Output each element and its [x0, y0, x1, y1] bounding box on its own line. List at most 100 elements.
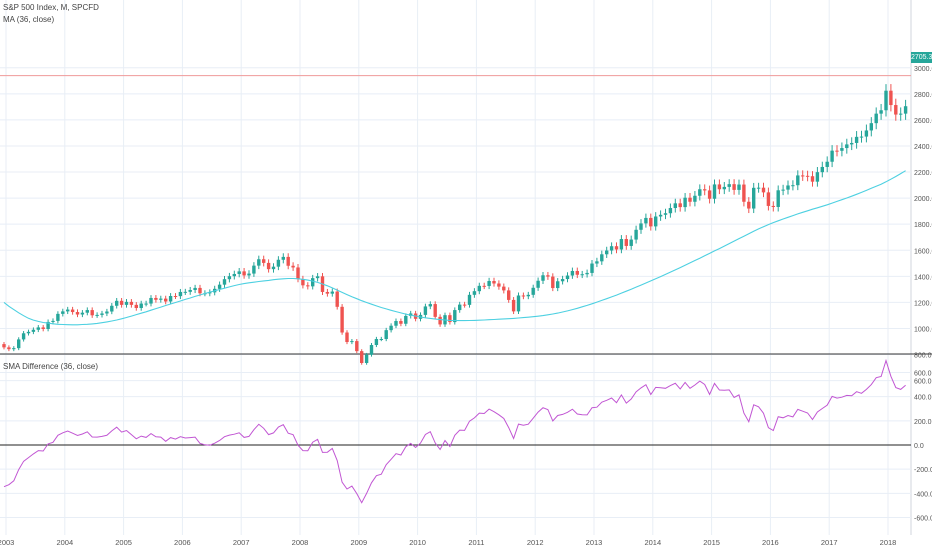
- sma-tick-label: 200.0: [914, 419, 932, 426]
- candle-body: [379, 339, 383, 341]
- candle: [198, 284, 202, 297]
- candle-body: [262, 259, 266, 263]
- candle: [560, 275, 565, 285]
- candle: [830, 145, 834, 168]
- candle-body: [693, 195, 697, 202]
- price-axis[interactable]: 3000.0 2800.0 2600.0 2400.0 2200.0 2000.0 1800…: [914, 66, 932, 386]
- sma-tick-label: -400.0: [914, 491, 932, 498]
- candle-body: [761, 187, 766, 193]
- time-tick-label: 2016: [762, 538, 779, 547]
- candle: [242, 267, 246, 279]
- candle: [394, 318, 398, 329]
- candle-body: [609, 246, 614, 251]
- candle: [756, 182, 761, 193]
- candle-body: [369, 345, 374, 355]
- candle: [482, 282, 486, 290]
- candle: [761, 182, 766, 198]
- candle-body: [291, 265, 295, 268]
- candle-body: [173, 296, 178, 298]
- candle: [502, 283, 506, 294]
- candle: [889, 84, 893, 112]
- candle-body: [281, 256, 285, 260]
- candle: [521, 292, 526, 300]
- candle-body: [663, 213, 668, 215]
- price-tick-label: 3000.0: [914, 66, 932, 73]
- candle: [12, 346, 16, 352]
- candle-body: [100, 313, 104, 315]
- candle: [129, 299, 134, 308]
- grid-lines: [0, 0, 912, 535]
- candle: [222, 275, 227, 288]
- time-tick-label: 2007: [233, 538, 250, 547]
- candle: [208, 289, 212, 297]
- candle-body: [644, 217, 648, 224]
- candle: [100, 310, 104, 318]
- candle-body: [521, 295, 526, 297]
- time-tick-label: 2009: [350, 538, 367, 547]
- candle: [379, 336, 383, 342]
- candle-body: [835, 150, 839, 152]
- candle-body: [222, 279, 227, 285]
- candle: [7, 345, 11, 352]
- candle: [477, 282, 481, 295]
- candle: [649, 213, 653, 231]
- candle: [590, 260, 594, 277]
- candle-body: [26, 331, 31, 334]
- candle: [546, 271, 550, 280]
- candle: [624, 235, 628, 250]
- candle: [56, 311, 60, 324]
- candle: [188, 286, 192, 295]
- candle-body: [458, 304, 462, 311]
- candle-body: [560, 279, 565, 282]
- time-tick-label: 2004: [56, 538, 73, 547]
- candle: [384, 327, 388, 342]
- sma-tick-label: 400.0: [914, 395, 932, 402]
- candle: [551, 273, 555, 292]
- candle-body: [815, 172, 820, 182]
- candle: [570, 267, 575, 279]
- candle: [159, 295, 163, 303]
- candle: [364, 352, 369, 365]
- ma-legend[interactable]: MA (36, close): [3, 15, 55, 24]
- candle: [311, 274, 315, 290]
- candle: [717, 179, 722, 195]
- candle-body: [546, 275, 550, 277]
- candle: [810, 171, 815, 187]
- candle: [36, 325, 40, 333]
- candle: [879, 103, 883, 120]
- price-tick-label: 1400.0: [914, 274, 932, 281]
- candle-body: [355, 341, 359, 352]
- candle-body: [247, 273, 251, 276]
- candle: [786, 180, 790, 195]
- candle-body: [619, 239, 624, 250]
- candlestick-series[interactable]: [2, 84, 908, 365]
- candle-body: [404, 315, 408, 324]
- time-tick-label: 2003: [0, 538, 14, 547]
- candle-body: [232, 273, 236, 277]
- time-axis[interactable]: 2003 2004 2005 2006 2007 2008 2009 2010 2011 2012…: [0, 538, 896, 547]
- candle: [683, 193, 687, 212]
- candle-body: [257, 259, 261, 266]
- candle: [345, 330, 349, 345]
- chart-title[interactable]: S&P 500 Index, M, SPCFD: [3, 3, 99, 12]
- candle-body: [472, 291, 477, 295]
- candle-body: [311, 278, 315, 287]
- candle-body: [12, 348, 16, 350]
- candle-body: [105, 311, 109, 314]
- candle-body: [144, 303, 148, 305]
- candle-body: [781, 189, 785, 191]
- candle: [801, 170, 805, 181]
- candle-body: [110, 305, 114, 312]
- sma-difference-line[interactable]: [3, 358, 906, 504]
- sma-axis[interactable]: 600.0 400.0 200.0 0.0 -200.0 -400.0 -600.0: [914, 371, 932, 523]
- candle-body: [526, 294, 530, 297]
- candle-body: [590, 263, 594, 273]
- candle: [595, 257, 599, 268]
- candle-body: [271, 266, 276, 270]
- ma-36-line[interactable]: [3, 170, 906, 326]
- candle-body: [252, 265, 256, 274]
- sma-legend[interactable]: SMA Difference (36, close): [3, 362, 99, 371]
- candle-body: [565, 275, 570, 280]
- candle-body: [634, 229, 638, 240]
